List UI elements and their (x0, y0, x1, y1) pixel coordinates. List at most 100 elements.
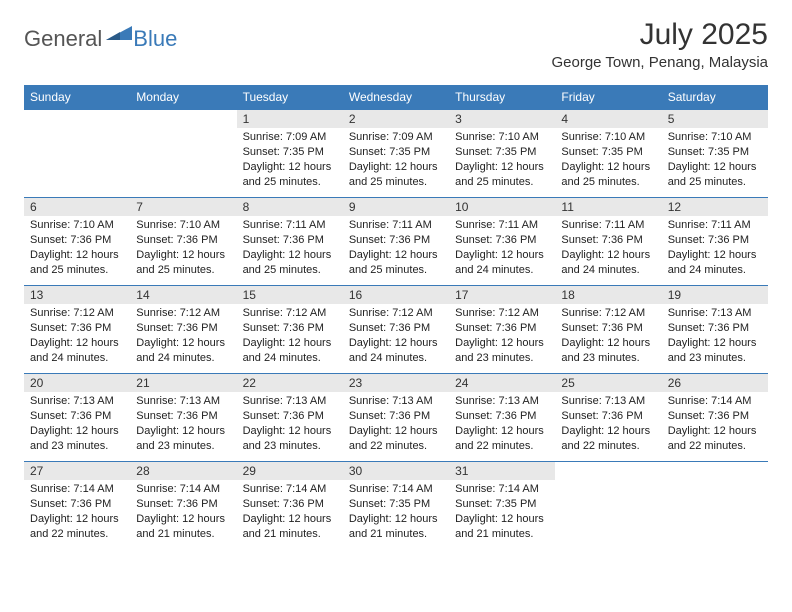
sunrise-line: Sunrise: 7:11 AM (668, 218, 762, 233)
calendar-day-cell: 12Sunrise: 7:11 AMSunset: 7:36 PMDayligh… (662, 198, 768, 286)
sunrise-line: Sunrise: 7:10 AM (455, 130, 549, 145)
calendar-day-cell: 23Sunrise: 7:13 AMSunset: 7:36 PMDayligh… (343, 374, 449, 462)
logo-text-blue: Blue (133, 26, 177, 52)
day-number: 22 (237, 374, 343, 392)
daylight-line: Daylight: 12 hours and 25 minutes. (455, 160, 549, 190)
calendar-header-row: SundayMondayTuesdayWednesdayThursdayFrid… (24, 85, 768, 110)
day-content: Sunrise: 7:14 AMSunset: 7:36 PMDaylight:… (130, 480, 236, 545)
sunrise-line: Sunrise: 7:13 AM (349, 394, 443, 409)
sunrise-line: Sunrise: 7:13 AM (243, 394, 337, 409)
sunset-line: Sunset: 7:35 PM (561, 145, 655, 160)
calendar-day-cell: 24Sunrise: 7:13 AMSunset: 7:36 PMDayligh… (449, 374, 555, 462)
day-number: 29 (237, 462, 343, 480)
sunset-line: Sunset: 7:36 PM (136, 233, 230, 248)
calendar-day-cell: 9Sunrise: 7:11 AMSunset: 7:36 PMDaylight… (343, 198, 449, 286)
daylight-line: Daylight: 12 hours and 25 minutes. (561, 160, 655, 190)
daylight-line: Daylight: 12 hours and 23 minutes. (136, 424, 230, 454)
sunrise-line: Sunrise: 7:14 AM (243, 482, 337, 497)
sunset-line: Sunset: 7:36 PM (668, 233, 762, 248)
calendar-day-cell: 22Sunrise: 7:13 AMSunset: 7:36 PMDayligh… (237, 374, 343, 462)
calendar-week-row: 27Sunrise: 7:14 AMSunset: 7:36 PMDayligh… (24, 462, 768, 550)
sunrise-line: Sunrise: 7:12 AM (243, 306, 337, 321)
calendar-day-cell (555, 462, 661, 550)
sunset-line: Sunset: 7:36 PM (243, 497, 337, 512)
sunset-line: Sunset: 7:36 PM (30, 409, 124, 424)
day-number: 1 (237, 110, 343, 128)
sunrise-line: Sunrise: 7:14 AM (30, 482, 124, 497)
day-number: 13 (24, 286, 130, 304)
sunset-line: Sunset: 7:36 PM (30, 233, 124, 248)
sunset-line: Sunset: 7:35 PM (349, 497, 443, 512)
day-number: 18 (555, 286, 661, 304)
month-title: July 2025 (551, 18, 768, 52)
daylight-line: Daylight: 12 hours and 22 minutes. (349, 424, 443, 454)
page-header: General Blue July 2025 George Town, Pena… (24, 18, 768, 71)
daylight-line: Daylight: 12 hours and 24 minutes. (243, 336, 337, 366)
calendar-day-cell: 27Sunrise: 7:14 AMSunset: 7:36 PMDayligh… (24, 462, 130, 550)
sunset-line: Sunset: 7:36 PM (561, 409, 655, 424)
calendar-day-cell: 4Sunrise: 7:10 AMSunset: 7:35 PMDaylight… (555, 110, 661, 198)
day-content: Sunrise: 7:13 AMSunset: 7:36 PMDaylight:… (24, 392, 130, 457)
calendar-day-cell: 25Sunrise: 7:13 AMSunset: 7:36 PMDayligh… (555, 374, 661, 462)
daylight-line: Daylight: 12 hours and 24 minutes. (668, 248, 762, 278)
sunset-line: Sunset: 7:36 PM (349, 233, 443, 248)
calendar-day-cell: 19Sunrise: 7:13 AMSunset: 7:36 PMDayligh… (662, 286, 768, 374)
daylight-line: Daylight: 12 hours and 24 minutes. (455, 248, 549, 278)
day-number: 15 (237, 286, 343, 304)
daylight-line: Daylight: 12 hours and 22 minutes. (30, 512, 124, 542)
calendar-day-cell: 10Sunrise: 7:11 AMSunset: 7:36 PMDayligh… (449, 198, 555, 286)
calendar-day-cell: 21Sunrise: 7:13 AMSunset: 7:36 PMDayligh… (130, 374, 236, 462)
sunrise-line: Sunrise: 7:11 AM (455, 218, 549, 233)
day-content: Sunrise: 7:13 AMSunset: 7:36 PMDaylight:… (555, 392, 661, 457)
day-content: Sunrise: 7:13 AMSunset: 7:36 PMDaylight:… (237, 392, 343, 457)
calendar-day-cell: 3Sunrise: 7:10 AMSunset: 7:35 PMDaylight… (449, 110, 555, 198)
day-content: Sunrise: 7:11 AMSunset: 7:36 PMDaylight:… (555, 216, 661, 281)
sunset-line: Sunset: 7:35 PM (455, 145, 549, 160)
day-number: 3 (449, 110, 555, 128)
day-content: Sunrise: 7:10 AMSunset: 7:36 PMDaylight:… (130, 216, 236, 281)
day-number: 17 (449, 286, 555, 304)
daylight-line: Daylight: 12 hours and 24 minutes. (561, 248, 655, 278)
calendar-week-row: 20Sunrise: 7:13 AMSunset: 7:36 PMDayligh… (24, 374, 768, 462)
day-content: Sunrise: 7:10 AMSunset: 7:35 PMDaylight:… (449, 128, 555, 193)
weekday-header: Saturday (662, 85, 768, 110)
calendar-day-cell: 7Sunrise: 7:10 AMSunset: 7:36 PMDaylight… (130, 198, 236, 286)
calendar-week-row: 6Sunrise: 7:10 AMSunset: 7:36 PMDaylight… (24, 198, 768, 286)
daylight-line: Daylight: 12 hours and 23 minutes. (30, 424, 124, 454)
weekday-header: Thursday (449, 85, 555, 110)
day-content: Sunrise: 7:10 AMSunset: 7:35 PMDaylight:… (555, 128, 661, 193)
day-number: 11 (555, 198, 661, 216)
calendar-day-cell: 2Sunrise: 7:09 AMSunset: 7:35 PMDaylight… (343, 110, 449, 198)
sunset-line: Sunset: 7:36 PM (243, 409, 337, 424)
sunrise-line: Sunrise: 7:10 AM (561, 130, 655, 145)
day-content: Sunrise: 7:10 AMSunset: 7:36 PMDaylight:… (24, 216, 130, 281)
daylight-line: Daylight: 12 hours and 21 minutes. (136, 512, 230, 542)
calendar-day-cell: 13Sunrise: 7:12 AMSunset: 7:36 PMDayligh… (24, 286, 130, 374)
day-number: 27 (24, 462, 130, 480)
logo-triangle-icon (106, 24, 132, 45)
day-content: Sunrise: 7:13 AMSunset: 7:36 PMDaylight:… (130, 392, 236, 457)
logo: General Blue (24, 18, 177, 53)
sunrise-line: Sunrise: 7:13 AM (668, 306, 762, 321)
daylight-line: Daylight: 12 hours and 24 minutes. (349, 336, 443, 366)
title-block: July 2025 George Town, Penang, Malaysia (551, 18, 768, 71)
sunrise-line: Sunrise: 7:11 AM (349, 218, 443, 233)
day-number: 2 (343, 110, 449, 128)
daylight-line: Daylight: 12 hours and 24 minutes. (136, 336, 230, 366)
weekday-header: Wednesday (343, 85, 449, 110)
day-number: 6 (24, 198, 130, 216)
daylight-line: Daylight: 12 hours and 25 minutes. (349, 160, 443, 190)
sunset-line: Sunset: 7:36 PM (668, 321, 762, 336)
weekday-header: Sunday (24, 85, 130, 110)
day-content: Sunrise: 7:09 AMSunset: 7:35 PMDaylight:… (237, 128, 343, 193)
sunset-line: Sunset: 7:36 PM (455, 233, 549, 248)
day-content: Sunrise: 7:13 AMSunset: 7:36 PMDaylight:… (449, 392, 555, 457)
daylight-line: Daylight: 12 hours and 23 minutes. (455, 336, 549, 366)
calendar-day-cell: 30Sunrise: 7:14 AMSunset: 7:35 PMDayligh… (343, 462, 449, 550)
sunrise-line: Sunrise: 7:12 AM (30, 306, 124, 321)
sunrise-line: Sunrise: 7:10 AM (668, 130, 762, 145)
sunrise-line: Sunrise: 7:09 AM (349, 130, 443, 145)
sunset-line: Sunset: 7:36 PM (455, 321, 549, 336)
day-number: 31 (449, 462, 555, 480)
sunrise-line: Sunrise: 7:14 AM (349, 482, 443, 497)
